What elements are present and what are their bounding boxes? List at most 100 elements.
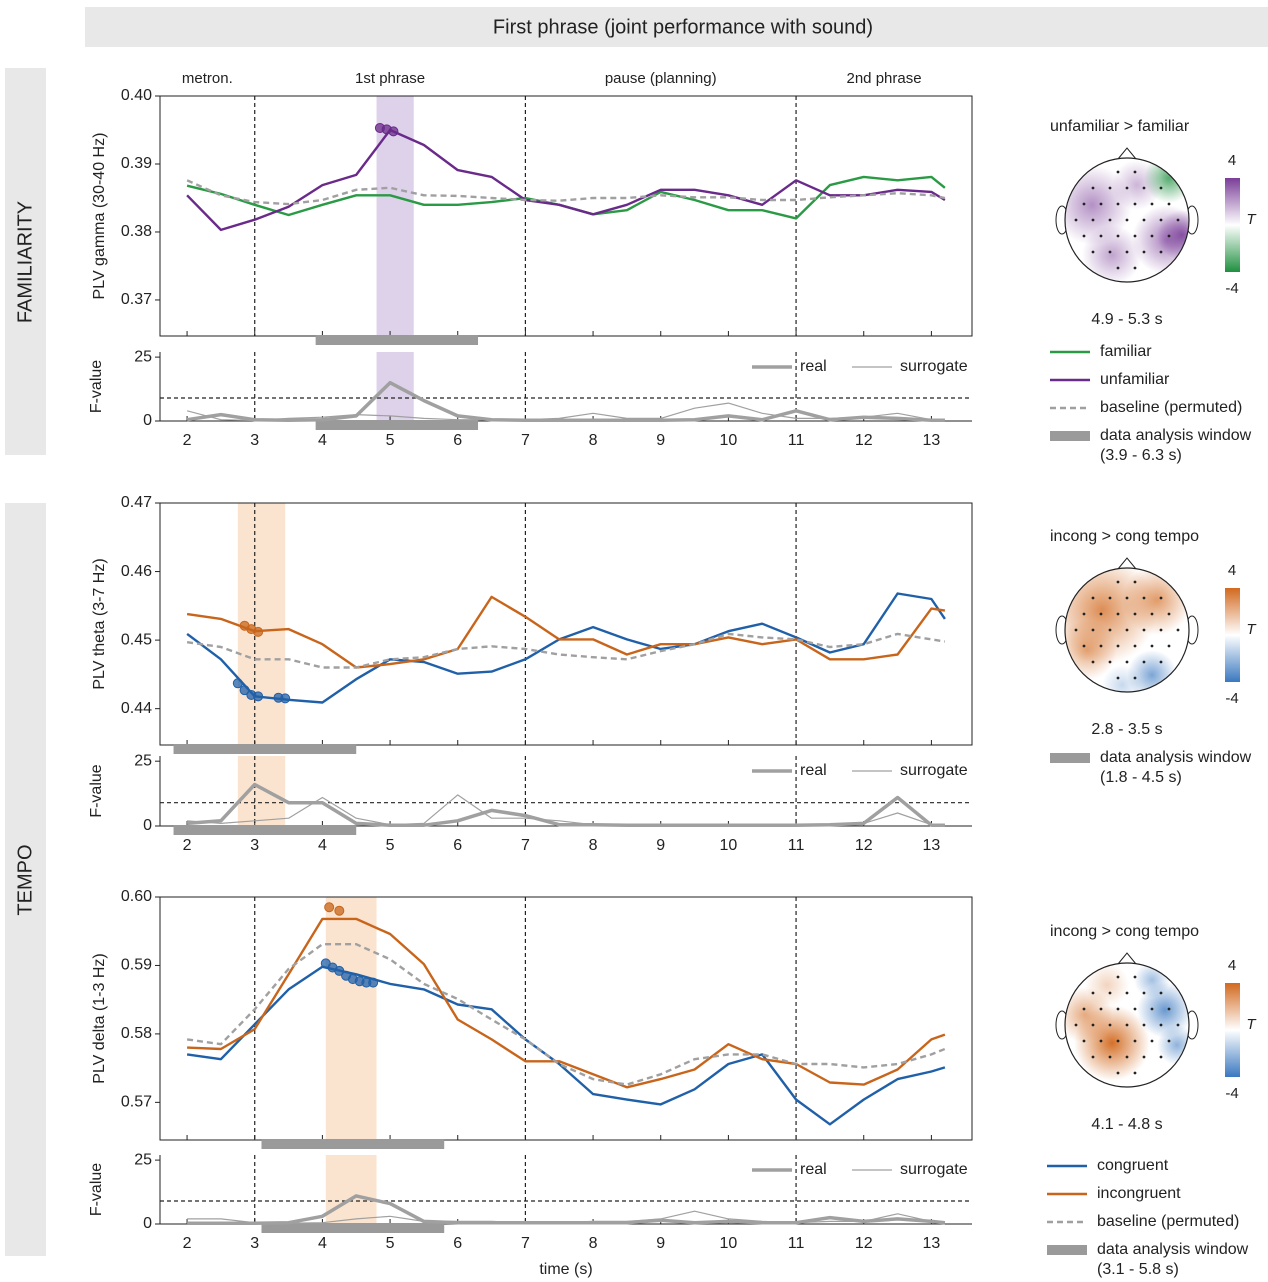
electrode [1159,628,1163,632]
electrode [1125,660,1129,664]
analysis-window [315,420,479,430]
colorbar [1225,983,1240,1077]
electrode [1116,612,1120,616]
x-tick-label: 2 [183,837,192,854]
series-line [187,1194,946,1225]
topo-blob [1134,963,1170,998]
electrode [1133,170,1137,174]
electrode [1125,186,1129,190]
legend-label: surrogate [900,762,968,779]
electrode [1142,218,1146,222]
electrode [1142,1023,1146,1027]
highlight-band [325,897,377,1140]
x-tick-label: 7 [521,432,530,449]
x-tick-label: 8 [589,837,598,854]
topomap-time: 2.8 - 3.5 s [1091,721,1162,738]
electrode [1082,644,1086,648]
analysis-window [261,1223,445,1233]
electrode [1125,991,1129,995]
significance-marker [239,685,250,696]
x-tick-label: 4 [318,1235,327,1252]
electrode [1167,612,1171,616]
significance-marker [324,902,335,913]
y-tick-label: 0.58 [121,1025,152,1042]
electrode [1074,1023,1078,1027]
electrode [1133,580,1137,584]
x-tick-label: 2 [183,432,192,449]
x-axis-label: time (s) [539,1261,592,1278]
electrode [1167,202,1171,206]
plot-frame [159,95,973,337]
x-tick-label: 8 [589,432,598,449]
electrode [1125,218,1129,222]
x-tick-label: 4 [318,837,327,854]
electrode [1108,250,1112,254]
segment-label: 1st phrase [355,70,425,87]
x-tick-label: 10 [720,432,738,449]
y-tick-label: 25 [134,348,152,365]
electrode [1091,186,1095,190]
legend-label: baseline (permuted) [1100,399,1242,416]
legend-label: unfamiliar [1100,371,1170,388]
legend-label: baseline (permuted) [1097,1213,1239,1230]
electrode [1108,186,1112,190]
series-line [186,402,945,422]
legend-label: (3.1 - 5.8 s) [1097,1261,1179,1278]
electrode [1142,660,1146,664]
significance-marker [334,905,345,916]
legend-label: data analysis window [1100,427,1252,444]
electrode [1150,234,1154,238]
electrode [1133,612,1137,616]
y-tick-label: 0 [143,1215,152,1232]
electrode [1116,644,1120,648]
electrode [1116,202,1120,206]
y-tick-label: 0.59 [121,957,152,974]
x-tick-label: 6 [453,1235,462,1252]
electrode [1108,660,1112,664]
electrode [1150,1039,1154,1043]
x-tick-label: 3 [250,432,259,449]
legend-swatch [1050,431,1090,441]
legend-label: surrogate [900,1161,968,1178]
row-bar [5,68,46,455]
nose [1117,952,1137,965]
y-tick-label: 0.47 [121,494,152,511]
electrode [1133,266,1137,270]
colorbar [1225,588,1240,682]
electrode [1099,1039,1103,1043]
electrode [1176,218,1180,222]
y-tick-label: 0.38 [121,223,152,240]
electrode [1159,991,1163,995]
series-line [187,794,945,826]
segment-label: pause (planning) [605,70,717,87]
electrode [1091,1055,1095,1059]
x-tick-label: 6 [453,432,462,449]
x-tick-label: 9 [656,432,665,449]
electrode [1142,596,1146,600]
topomap-time: 4.1 - 4.8 s [1091,1116,1162,1133]
legend-label: real [800,1161,827,1178]
electrode [1159,186,1163,190]
x-tick-label: 4 [318,432,327,449]
x-tick-label: 11 [788,837,805,854]
series-line [186,782,945,827]
electrode [1108,628,1112,632]
topomap-title: incong > cong tempo [1050,528,1199,545]
topo-blob [1082,225,1142,282]
electrode [1099,1007,1103,1011]
significance-marker [388,126,399,137]
electrode [1176,628,1180,632]
electrode [1142,628,1146,632]
electrode [1108,1023,1112,1027]
x-tick-label: 11 [788,432,805,449]
electrode [1159,596,1163,600]
electrode [1150,612,1154,616]
legend-label: data analysis window [1100,749,1252,766]
electrode [1108,596,1112,600]
colorbar-tick-label: -4 [1225,690,1238,707]
figure-title: First phrase (joint performance with sou… [493,16,873,38]
significance-marker [280,693,291,704]
legend-label: surrogate [900,358,968,375]
electrode [1125,628,1129,632]
electrode [1133,1039,1137,1043]
